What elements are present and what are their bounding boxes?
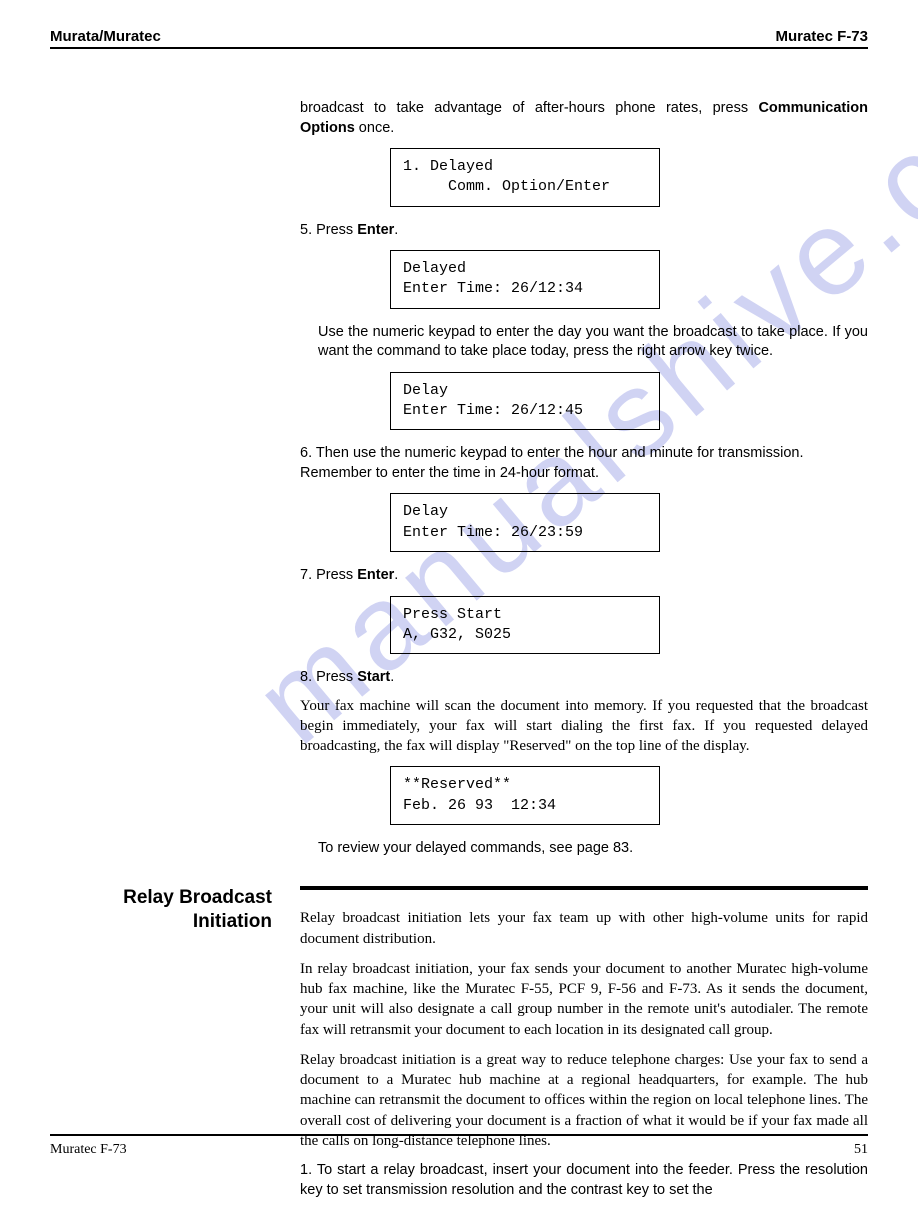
section-title: Relay Broadcast Initiation (50, 886, 300, 1208)
step5-post: . (394, 222, 398, 238)
section-p1: Relay broadcast initiation lets your fax… (300, 908, 868, 949)
page-header: Murata/Muratec Muratec F-73 (50, 28, 868, 49)
step8-post: . (390, 669, 394, 685)
review-text: To review your delayed commands, see pag… (318, 839, 868, 859)
section-p3: Relay broadcast initiation is a great wa… (300, 1050, 868, 1151)
section-p2: In relay broadcast initiation, your fax … (300, 959, 868, 1040)
lcd-display-3: Delay Enter Time: 26/12:45 (390, 372, 660, 431)
lcd-display-2: Delayed Enter Time: 26/12:34 (390, 250, 660, 309)
section-title-line1: Relay Broadcast (50, 886, 272, 910)
section-step1: 1. To start a relay broadcast, insert yo… (300, 1161, 868, 1200)
section-title-line2: Initiation (50, 910, 272, 934)
step5-pre: 5. Press (300, 222, 357, 238)
header-left: Murata/Muratec (50, 28, 161, 45)
step8-bold: Start (357, 669, 390, 685)
lcd-display-5: Press Start A, G32, S025 (390, 596, 660, 655)
intro-post: once. (355, 120, 395, 136)
lcd-display-4: Delay Enter Time: 26/23:59 (390, 493, 660, 552)
section-divider (300, 886, 868, 890)
step7-post: . (394, 567, 398, 583)
lcd-display-1: 1. Delayed Comm. Option/Enter (390, 148, 660, 207)
step7-bold: Enter (357, 567, 394, 583)
step5-bold: Enter (357, 222, 394, 238)
intro-pre: broadcast to take advantage of after-hou… (300, 100, 758, 116)
step-5: 5. Press Enter. (300, 221, 868, 241)
step7-pre: 7. Press (300, 567, 357, 583)
intro-text: broadcast to take advantage of after-hou… (300, 99, 868, 138)
step-7: 7. Press Enter. (300, 566, 868, 586)
step8-pre: 8. Press (300, 669, 357, 685)
step-6: 6. Then use the numeric keypad to enter … (300, 444, 868, 483)
lcd-display-6: **Reserved** Feb. 26 93 12:34 (390, 766, 660, 825)
para-8: Your fax machine will scan the document … (300, 696, 868, 757)
step-8: 8. Press Start. (300, 668, 868, 688)
para-5: Use the numeric keypad to enter the day … (318, 323, 868, 362)
header-right: Muratec F-73 (775, 28, 868, 45)
